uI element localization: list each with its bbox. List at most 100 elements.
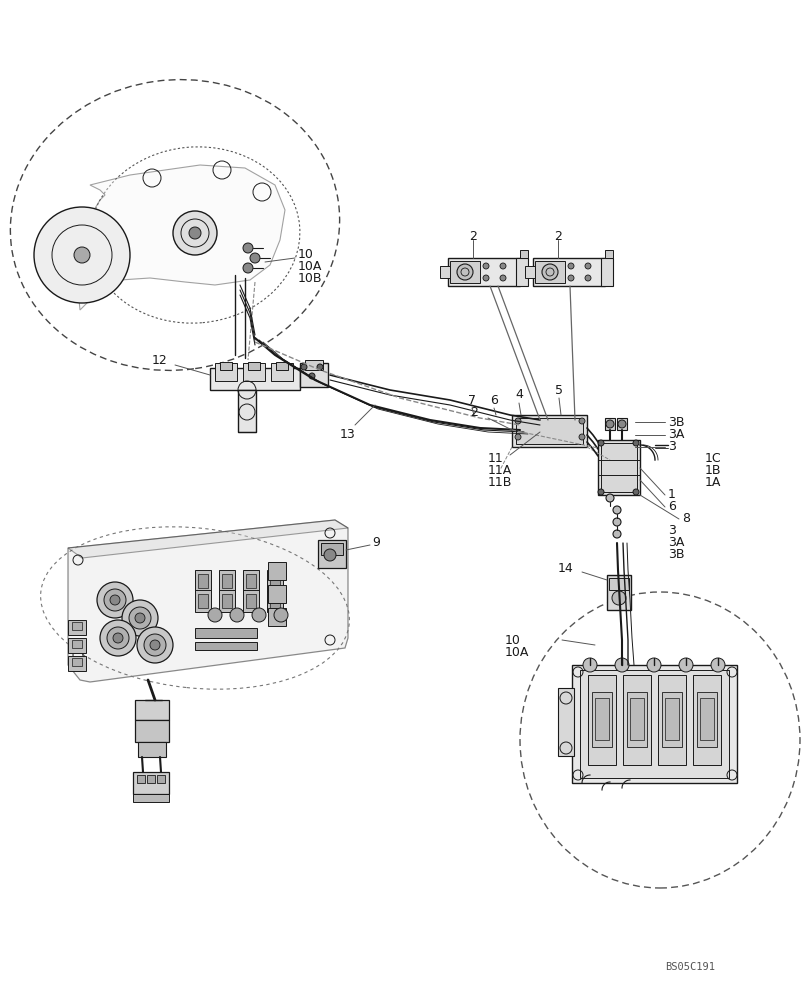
Circle shape [144, 634, 165, 656]
Circle shape [584, 263, 590, 269]
Bar [579, 670, 728, 778]
Circle shape [584, 275, 590, 281]
Bar [219, 590, 234, 612]
Bar [133, 772, 169, 794]
Bar [198, 574, 208, 588]
Bar [135, 720, 169, 742]
Bar [133, 794, 169, 802]
Circle shape [74, 247, 90, 263]
Text: 14: 14 [557, 562, 573, 574]
Text: 11A: 11A [487, 464, 512, 477]
Text: 10A: 10A [298, 259, 322, 272]
Bar [138, 742, 165, 757]
Circle shape [251, 608, 266, 622]
Circle shape [633, 489, 638, 495]
Text: 12: 12 [152, 354, 168, 366]
Circle shape [483, 263, 488, 269]
Circle shape [678, 658, 692, 672]
Bar [591, 692, 611, 747]
Circle shape [137, 627, 173, 663]
Circle shape [710, 658, 724, 672]
Bar [246, 594, 255, 608]
Bar [268, 608, 285, 626]
Text: 1C: 1C [704, 452, 721, 466]
Bar [629, 698, 643, 740]
Text: 3B: 3B [667, 416, 684, 428]
Text: 3A: 3A [667, 536, 684, 550]
Circle shape [242, 263, 253, 273]
Bar [515, 418, 582, 444]
Bar [557, 688, 573, 756]
Bar [147, 775, 155, 783]
Bar [267, 570, 283, 592]
Circle shape [104, 589, 126, 611]
Text: 10: 10 [298, 247, 314, 260]
Bar [519, 250, 527, 258]
Text: 4: 4 [514, 388, 522, 401]
Circle shape [273, 608, 288, 622]
Text: 13: 13 [340, 428, 355, 442]
Circle shape [129, 607, 151, 629]
Bar [219, 570, 234, 592]
Text: 10B: 10B [298, 271, 322, 284]
Bar [268, 585, 285, 603]
Bar [267, 590, 283, 612]
Text: 3: 3 [667, 524, 675, 538]
Circle shape [612, 530, 620, 538]
Text: 6: 6 [489, 393, 497, 406]
Circle shape [597, 489, 603, 495]
Circle shape [617, 420, 625, 428]
Text: 9: 9 [371, 536, 380, 548]
Polygon shape [78, 165, 285, 310]
Bar [246, 574, 255, 588]
Text: 10: 10 [504, 634, 520, 646]
Bar [247, 362, 260, 370]
Text: 2: 2 [470, 406, 478, 420]
Polygon shape [68, 520, 348, 558]
Bar [608, 578, 629, 590]
Bar [72, 658, 82, 666]
Circle shape [612, 506, 620, 514]
Bar [594, 698, 608, 740]
Bar [532, 258, 604, 286]
Text: 10A: 10A [504, 646, 529, 660]
Bar [271, 363, 293, 381]
Circle shape [500, 275, 505, 281]
Polygon shape [68, 520, 348, 682]
Text: 11: 11 [487, 452, 503, 464]
Circle shape [135, 613, 145, 623]
Circle shape [242, 243, 253, 253]
Bar [448, 258, 519, 286]
Bar [320, 543, 342, 555]
Bar [587, 675, 616, 765]
Circle shape [605, 420, 613, 428]
Bar [242, 570, 259, 592]
Bar [600, 443, 636, 492]
Circle shape [568, 263, 573, 269]
Bar [72, 622, 82, 630]
Bar [657, 675, 685, 765]
Circle shape [582, 658, 596, 672]
Circle shape [230, 608, 243, 622]
Bar [195, 590, 211, 612]
Bar [198, 594, 208, 608]
Circle shape [250, 253, 260, 263]
Bar [135, 700, 169, 720]
Bar [157, 775, 165, 783]
Bar [195, 628, 257, 638]
Circle shape [514, 418, 521, 424]
Bar [270, 574, 280, 588]
Text: 8: 8 [681, 512, 689, 526]
Circle shape [109, 595, 120, 605]
Bar [68, 620, 86, 635]
Circle shape [614, 658, 629, 672]
Bar [607, 575, 630, 610]
Text: 11B: 11B [487, 476, 512, 488]
Text: BS05C191: BS05C191 [664, 962, 714, 972]
Bar [626, 692, 646, 747]
Text: 3B: 3B [667, 548, 684, 562]
Circle shape [173, 211, 217, 255]
Bar [597, 440, 639, 495]
Bar [512, 415, 586, 447]
Circle shape [483, 275, 488, 281]
